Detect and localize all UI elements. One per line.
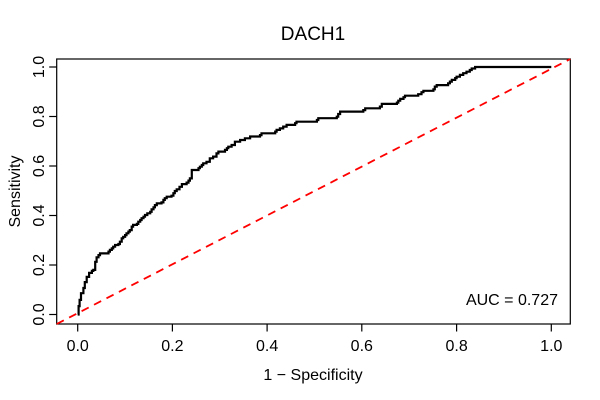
- y-tick-label: 0.6: [31, 155, 48, 177]
- auc-annotation: AUC = 0.727: [466, 292, 558, 309]
- y-tick-label: 0.8: [31, 105, 48, 127]
- y-tick-label: 0.0: [31, 303, 48, 325]
- y-axis-label: Sensitivity: [7, 155, 24, 227]
- x-tick-label: 0.0: [67, 338, 89, 355]
- y-tick-label: 1.0: [31, 56, 48, 78]
- x-tick-label: 1.0: [540, 338, 562, 355]
- x-axis-label: 1 − Specificity: [263, 367, 362, 384]
- x-tick-label: 0.2: [161, 338, 183, 355]
- x-tick-label: 0.6: [351, 338, 373, 355]
- plot-title: DACH1: [281, 24, 345, 45]
- y-axis: [49, 66, 57, 316]
- plot-box: [56, 58, 571, 325]
- x-tick-label: 0.4: [256, 338, 278, 355]
- x-axis: [77, 324, 552, 332]
- roc-curve: [77, 65, 552, 316]
- diagonal-reference-line: [56, 58, 571, 325]
- y-tick-label: 0.4: [31, 204, 48, 226]
- x-tick-labels: 0.0 0.2 0.4 0.6 0.8 1.0: [67, 338, 563, 355]
- y-tick-labels: 0.0 0.2 0.4 0.6 0.8 1.0: [31, 56, 48, 326]
- x-tick-label: 0.8: [445, 338, 467, 355]
- y-tick-label: 0.2: [31, 254, 48, 276]
